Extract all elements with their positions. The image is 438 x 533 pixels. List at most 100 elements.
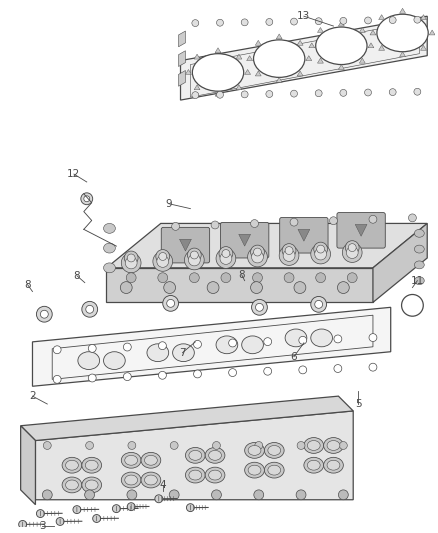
- Circle shape: [85, 490, 95, 500]
- Circle shape: [192, 92, 199, 99]
- Ellipse shape: [82, 477, 102, 493]
- Polygon shape: [379, 45, 385, 50]
- Circle shape: [126, 273, 136, 282]
- Text: 12: 12: [67, 169, 81, 179]
- Ellipse shape: [103, 352, 125, 369]
- Polygon shape: [180, 16, 427, 100]
- Circle shape: [282, 244, 296, 257]
- Ellipse shape: [62, 477, 82, 493]
- Circle shape: [221, 273, 231, 282]
- Ellipse shape: [189, 470, 202, 480]
- Ellipse shape: [121, 472, 141, 488]
- Ellipse shape: [125, 455, 138, 465]
- Ellipse shape: [268, 465, 281, 475]
- Circle shape: [155, 495, 163, 503]
- Ellipse shape: [377, 14, 428, 52]
- Circle shape: [229, 339, 237, 347]
- Polygon shape: [179, 70, 185, 86]
- Circle shape: [339, 441, 347, 449]
- Circle shape: [253, 273, 262, 282]
- Ellipse shape: [145, 455, 157, 465]
- Circle shape: [296, 490, 306, 500]
- Circle shape: [157, 255, 169, 268]
- Circle shape: [283, 249, 295, 261]
- Circle shape: [153, 252, 173, 271]
- Polygon shape: [180, 239, 191, 251]
- Circle shape: [113, 505, 120, 513]
- Polygon shape: [236, 54, 242, 59]
- Circle shape: [340, 18, 347, 25]
- Circle shape: [317, 245, 325, 253]
- Circle shape: [194, 370, 201, 378]
- Ellipse shape: [265, 442, 284, 458]
- Polygon shape: [245, 69, 251, 75]
- FancyBboxPatch shape: [161, 228, 210, 263]
- Ellipse shape: [147, 344, 169, 361]
- Circle shape: [364, 89, 371, 96]
- Circle shape: [314, 242, 328, 256]
- Circle shape: [266, 91, 273, 98]
- Circle shape: [127, 490, 137, 500]
- Circle shape: [251, 251, 263, 263]
- Circle shape: [346, 247, 358, 259]
- Circle shape: [212, 490, 221, 500]
- Text: 6: 6: [291, 352, 297, 362]
- Ellipse shape: [66, 480, 78, 490]
- Ellipse shape: [327, 461, 340, 470]
- FancyBboxPatch shape: [220, 222, 269, 258]
- Ellipse shape: [62, 457, 82, 473]
- Ellipse shape: [66, 461, 78, 470]
- Circle shape: [43, 441, 51, 449]
- Circle shape: [127, 254, 135, 262]
- Polygon shape: [194, 54, 200, 59]
- Ellipse shape: [248, 465, 261, 475]
- Ellipse shape: [324, 438, 343, 454]
- Polygon shape: [215, 48, 221, 53]
- Ellipse shape: [82, 457, 102, 473]
- Ellipse shape: [208, 470, 222, 480]
- Circle shape: [40, 310, 48, 318]
- Circle shape: [290, 90, 297, 97]
- Polygon shape: [21, 396, 353, 441]
- Circle shape: [189, 273, 199, 282]
- Circle shape: [170, 441, 178, 449]
- Circle shape: [369, 334, 377, 342]
- Circle shape: [369, 215, 377, 223]
- Ellipse shape: [316, 27, 367, 64]
- Circle shape: [255, 303, 263, 311]
- Circle shape: [251, 281, 262, 294]
- Polygon shape: [339, 21, 344, 26]
- Circle shape: [159, 342, 166, 350]
- Ellipse shape: [185, 447, 205, 463]
- Polygon shape: [106, 223, 427, 268]
- Polygon shape: [236, 85, 242, 90]
- Circle shape: [285, 247, 293, 255]
- Circle shape: [316, 273, 325, 282]
- Text: 7: 7: [179, 348, 186, 358]
- Ellipse shape: [205, 447, 225, 463]
- Circle shape: [334, 335, 342, 343]
- Ellipse shape: [268, 446, 281, 455]
- Text: 4: 4: [159, 480, 166, 490]
- Circle shape: [241, 19, 248, 26]
- Polygon shape: [339, 64, 344, 69]
- Circle shape: [194, 341, 201, 348]
- Circle shape: [86, 305, 94, 313]
- Circle shape: [251, 245, 265, 259]
- Circle shape: [414, 88, 421, 95]
- Circle shape: [364, 17, 371, 24]
- Circle shape: [121, 253, 141, 273]
- Circle shape: [172, 222, 180, 230]
- Ellipse shape: [103, 243, 115, 253]
- Polygon shape: [368, 43, 374, 48]
- Circle shape: [124, 343, 131, 351]
- Circle shape: [82, 301, 98, 317]
- Circle shape: [88, 374, 96, 382]
- Circle shape: [187, 248, 201, 262]
- Ellipse shape: [242, 336, 263, 354]
- Circle shape: [222, 249, 230, 257]
- Circle shape: [128, 441, 136, 449]
- Circle shape: [348, 244, 356, 252]
- Text: 9: 9: [166, 199, 172, 209]
- Polygon shape: [355, 224, 367, 236]
